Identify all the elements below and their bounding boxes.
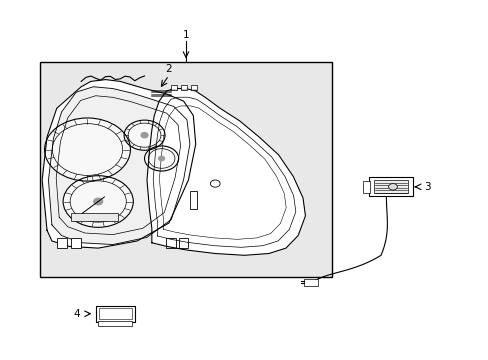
Bar: [99, 308, 132, 319]
Bar: [71, 238, 81, 248]
Bar: [96, 306, 135, 321]
Polygon shape: [147, 89, 305, 255]
Text: 1: 1: [183, 30, 189, 40]
Bar: [40, 62, 331, 277]
Bar: [57, 238, 66, 248]
Polygon shape: [42, 80, 195, 248]
Bar: [178, 238, 188, 248]
Bar: [98, 321, 132, 326]
Bar: [362, 181, 369, 193]
Bar: [373, 180, 407, 193]
Bar: [304, 279, 317, 286]
Circle shape: [63, 176, 133, 227]
Circle shape: [44, 118, 130, 181]
Bar: [181, 85, 186, 90]
Circle shape: [94, 198, 102, 205]
Polygon shape: [48, 87, 189, 244]
Bar: [368, 177, 412, 196]
Bar: [40, 62, 331, 277]
Text: 2: 2: [165, 64, 172, 74]
Circle shape: [210, 180, 220, 187]
Text: 3: 3: [423, 182, 430, 192]
Circle shape: [141, 133, 148, 138]
Bar: [189, 191, 197, 209]
Circle shape: [144, 146, 178, 171]
Bar: [190, 85, 196, 90]
Bar: [171, 85, 177, 90]
Circle shape: [124, 120, 164, 150]
Bar: [166, 238, 176, 248]
Bar: [71, 213, 118, 221]
Circle shape: [388, 184, 397, 190]
Circle shape: [158, 156, 164, 161]
Text: 4: 4: [73, 309, 80, 319]
